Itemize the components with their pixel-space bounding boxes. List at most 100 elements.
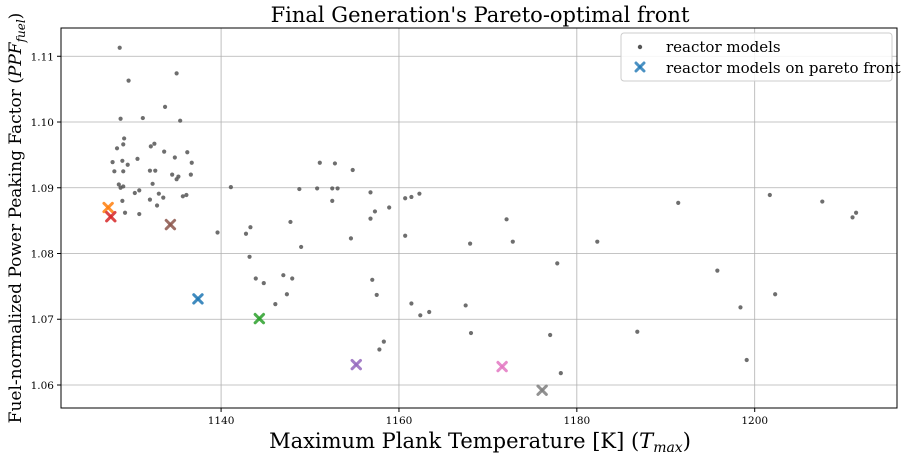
reactor-model-point [299, 244, 304, 250]
reactor-model-point [215, 230, 220, 235]
reactor-model-point [463, 303, 468, 308]
reactor-model-point [132, 190, 137, 196]
reactor-model-point [418, 313, 423, 318]
reactor-model-point [189, 160, 194, 165]
pareto-front-point [350, 358, 362, 371]
reactor-model-point [112, 169, 117, 174]
reactor-model-point [767, 192, 772, 198]
reactor-model-point [247, 254, 252, 259]
reactor-model-point [387, 205, 392, 210]
reactor-model-point [117, 45, 122, 50]
reactor-model-point [121, 169, 126, 174]
reactor-model-point [162, 149, 167, 154]
reactor-model-point [118, 116, 123, 121]
reactor-model-point [185, 150, 190, 155]
reactor-model-point [188, 172, 193, 177]
reactor-model-point [330, 198, 335, 204]
y-tick-label: 1.11 [31, 51, 54, 63]
reactor-model-point [261, 280, 266, 286]
reactor-model-point [377, 347, 382, 352]
reactor-model-point [335, 186, 340, 191]
y-tick-label: 1.10 [31, 117, 54, 129]
reactor-model-point [504, 217, 509, 222]
reactor-model-point [114, 146, 120, 151]
x-tick-label: 1160 [386, 415, 413, 427]
reactor-model-point [170, 172, 175, 177]
grid [61, 28, 897, 408]
pareto-front-point [164, 218, 177, 231]
reactor-model-point [773, 292, 778, 297]
reactor-model-point [178, 118, 183, 123]
reactor-model-point [348, 236, 354, 241]
legend-entry-pareto-front: reactor models on pareto front [666, 59, 901, 77]
x-tick-label: 1140 [208, 415, 235, 427]
reactor-model-point [281, 273, 286, 278]
reactor-model-point [147, 197, 153, 202]
reactor-model-point [120, 158, 125, 163]
reactor-model-point [315, 186, 320, 191]
legend-box [620, 32, 893, 82]
reactor-model-point [417, 191, 422, 196]
reactor-model-point [120, 198, 125, 204]
reactor-model-point [121, 142, 126, 147]
reactor-model-point [172, 155, 177, 160]
reactor-model-point [121, 184, 126, 189]
legend-entry-reactor-models: reactor models [666, 38, 781, 56]
reactor-model-point [116, 182, 121, 187]
reactor-model-point [154, 203, 160, 208]
reactor-model-point [548, 332, 553, 338]
reactor-model-point [288, 219, 293, 225]
reactor-model-point [228, 185, 233, 190]
reactor-model-point [468, 241, 473, 246]
reactor-model-point [284, 292, 289, 297]
reactor-model-point [409, 301, 414, 306]
data-points [102, 45, 859, 396]
reactor-model-point [635, 329, 640, 334]
reactor-model-point [676, 200, 681, 205]
pareto-front-point [253, 312, 266, 325]
reactor-model-point [374, 292, 379, 298]
reactor-model-point [409, 194, 414, 200]
reactor-model-point [510, 239, 515, 244]
reactor-model-point [381, 339, 386, 344]
reactor-model-point [850, 215, 855, 220]
reactor-model-point [126, 78, 131, 83]
y-tick-label: 1.07 [31, 314, 54, 326]
reactor-model-point [468, 330, 474, 336]
reactor-model-point [135, 156, 140, 161]
reactor-model-point [558, 371, 563, 376]
y-axis-label: Fuel-normalized Power Peaking Factor (PP… [6, 13, 28, 424]
reactor-model-point [595, 239, 600, 244]
reactor-model-point [153, 168, 158, 173]
reactor-model-point [122, 210, 128, 215]
reactor-model-point [122, 136, 127, 141]
pareto-front-point [496, 360, 508, 373]
reactor-model-point [330, 186, 335, 191]
reactor-model-point [744, 357, 749, 363]
reactor-model-point [290, 276, 295, 281]
legend-dot-icon [637, 44, 643, 50]
reactor-model-point [253, 276, 258, 281]
pareto-front-point [102, 201, 114, 214]
legend-cross-icon [634, 61, 646, 73]
y-axis-ticks: 1.06 1.07 1.08 1.09 1.10 1.11 [31, 51, 61, 392]
reactor-model-point [152, 141, 157, 146]
reactor-model-point [110, 160, 115, 165]
reactor-model-point [297, 186, 302, 192]
reactor-model-point [156, 191, 161, 196]
reactor-model-point [273, 302, 278, 307]
reactor-model-point [820, 199, 825, 204]
x-axis-label: Maximum Plank Temperature [K] (Tmax) [269, 429, 691, 456]
chart-title: Final Generation's Pareto-optimal front [271, 3, 690, 27]
reactor-model-point [317, 160, 322, 165]
reactor-model-point [370, 277, 375, 282]
x-tick-label: 1180 [563, 415, 590, 427]
reactor-model-point [125, 162, 130, 167]
reactor-model-point [372, 209, 378, 214]
reactor-model-point [243, 231, 249, 236]
reactor-model-point [248, 225, 253, 230]
reactor-model-point [150, 181, 155, 186]
reactor-model-point [148, 144, 153, 149]
reactor-model-point [715, 268, 720, 273]
